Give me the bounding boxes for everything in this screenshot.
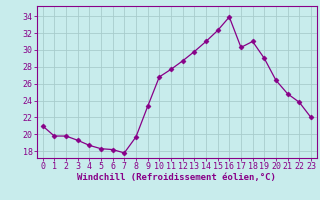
X-axis label: Windchill (Refroidissement éolien,°C): Windchill (Refroidissement éolien,°C): [77, 173, 276, 182]
